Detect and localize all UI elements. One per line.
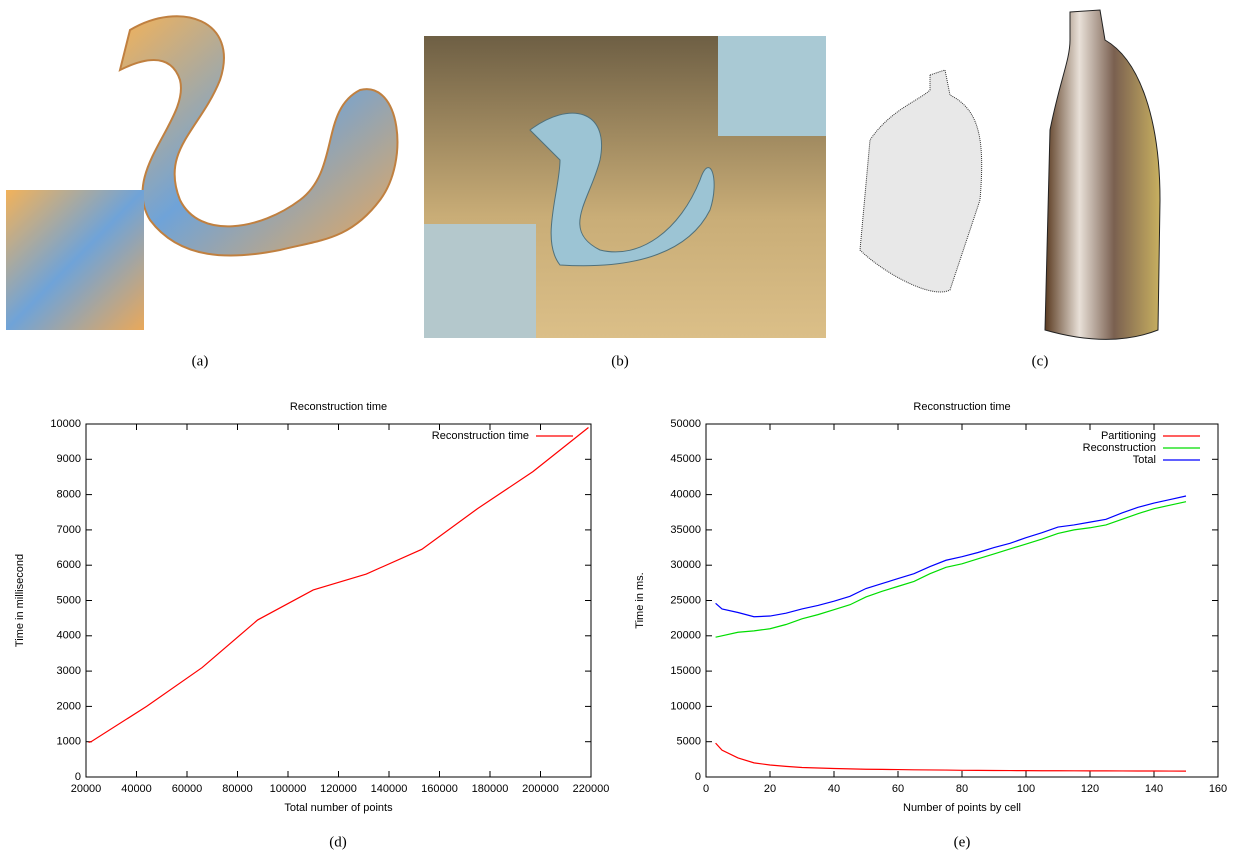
image-b <box>424 36 826 338</box>
x-tick-label: 60000 <box>172 783 203 795</box>
figure: (a) (b) (c) (d) (e) Reconstruction time T… <box>0 0 1246 854</box>
y-tick-label: 3000 <box>57 665 81 677</box>
y-tick-label: 7000 <box>57 524 81 536</box>
y-tick-label: 0 <box>695 771 701 783</box>
x-tick-label: 60 <box>892 783 904 795</box>
data-line <box>716 496 1186 617</box>
chart-title: Reconstruction time <box>913 401 1010 413</box>
legend-label: Reconstruction time <box>432 430 529 442</box>
y-tick-label: 30000 <box>670 559 701 571</box>
y-tick-label: 5000 <box>57 594 81 606</box>
y-tick-label: 40000 <box>670 489 701 501</box>
y-tick-label: 4000 <box>57 630 81 642</box>
x-tick-label: 0 <box>703 783 709 795</box>
y-tick-label: 25000 <box>670 594 701 606</box>
y-tick-label: 45000 <box>670 453 701 465</box>
caption: (e) <box>954 834 971 850</box>
y-axis-label: Time in millisecond <box>14 554 26 647</box>
chart: Reconstruction time Number of points by c… <box>634 401 1227 814</box>
x-tick-label: 160 <box>1209 783 1227 795</box>
chart: Reconstruction time Total number of point… <box>14 401 609 814</box>
y-tick-label: 1000 <box>57 736 81 748</box>
x-tick-label: 40 <box>828 783 840 795</box>
x-tick-label: 140000 <box>371 783 408 795</box>
data-line <box>716 502 1186 638</box>
x-axis-label: Total number of points <box>284 802 393 814</box>
caption: (b) <box>611 353 629 369</box>
y-tick-label: 2000 <box>57 700 81 712</box>
caption: (a) <box>192 353 209 369</box>
y-tick-label: 50000 <box>670 418 701 430</box>
y-tick-label: 35000 <box>670 524 701 536</box>
data-line <box>89 428 589 743</box>
x-tick-label: 20 <box>764 783 776 795</box>
plot-frame <box>706 424 1218 777</box>
image-c <box>860 10 1160 339</box>
x-tick-label: 20000 <box>71 783 102 795</box>
legend-label: Reconstruction <box>1083 442 1156 454</box>
x-tick-label: 120000 <box>320 783 357 795</box>
y-tick-label: 20000 <box>670 630 701 642</box>
y-tick-label: 9000 <box>57 453 81 465</box>
y-tick-label: 15000 <box>670 665 701 677</box>
plot-frame <box>86 424 591 777</box>
captions: (a) (b) (c) (d) (e) <box>192 353 1049 850</box>
legend-label: Total <box>1133 454 1156 466</box>
x-tick-label: 160000 <box>421 783 458 795</box>
x-tick-label: 200000 <box>522 783 559 795</box>
x-tick-label: 140 <box>1145 783 1163 795</box>
y-tick-label: 6000 <box>57 559 81 571</box>
image-a <box>6 16 397 330</box>
x-tick-label: 120 <box>1081 783 1099 795</box>
caption: (c) <box>1032 353 1049 369</box>
x-tick-label: 180000 <box>472 783 509 795</box>
y-tick-label: 10000 <box>670 700 701 712</box>
x-tick-label: 40000 <box>121 783 152 795</box>
x-tick-label: 100 <box>1017 783 1035 795</box>
x-axis-label: Number of points by cell <box>903 802 1021 814</box>
y-tick-label: 0 <box>75 771 81 783</box>
y-tick-label: 10000 <box>50 418 81 430</box>
caption: (d) <box>329 834 347 850</box>
data-line <box>716 743 1186 771</box>
chart-title: Reconstruction time <box>290 401 387 413</box>
y-tick-label: 8000 <box>57 489 81 501</box>
x-tick-label: 80 <box>956 783 968 795</box>
x-tick-label: 220000 <box>573 783 610 795</box>
legend-label: Partitioning <box>1101 430 1156 442</box>
x-tick-label: 100000 <box>270 783 307 795</box>
y-axis-label: Time in ms. <box>634 572 646 628</box>
x-tick-label: 80000 <box>222 783 253 795</box>
y-tick-label: 5000 <box>677 736 701 748</box>
